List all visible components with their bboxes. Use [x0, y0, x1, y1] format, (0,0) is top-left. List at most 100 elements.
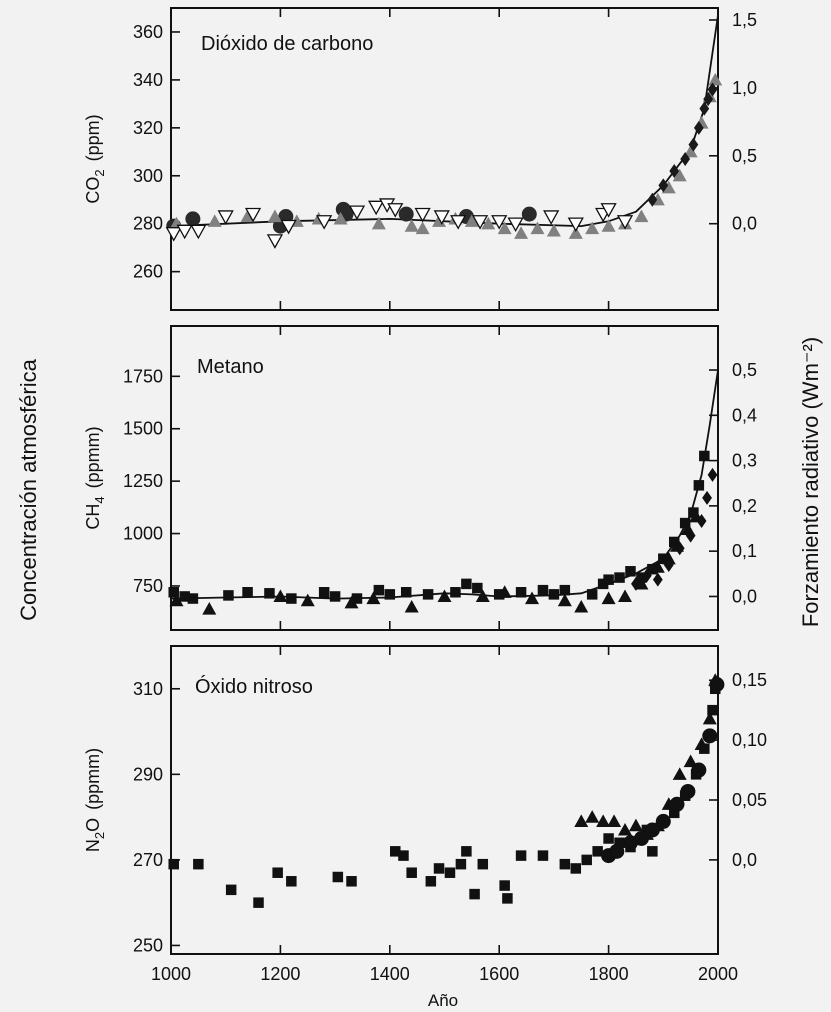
data-point-square: [461, 846, 472, 857]
data-point-triangle: [702, 711, 717, 725]
data-point-triangle: [481, 216, 496, 230]
data-point-square: [693, 480, 705, 491]
data-point-square: [537, 584, 549, 596]
data-point-triangle-down: [600, 203, 617, 218]
y-axis-label: CO2(ppm): [83, 114, 107, 203]
data-point-square: [493, 589, 505, 600]
data-point-circle: [609, 843, 625, 859]
data-point-square: [433, 863, 445, 874]
data-point-square: [668, 536, 680, 548]
data-point-square: [253, 897, 264, 908]
data-point-square: [187, 593, 199, 604]
data-point-square: [679, 517, 691, 529]
x-tick-label: 2000: [698, 964, 738, 984]
data-point-square: [699, 450, 710, 462]
data-point-square: [499, 880, 510, 891]
data-point-triangle-down: [450, 215, 467, 230]
data-point-triangle: [601, 219, 616, 232]
data-point-diamond: [652, 572, 663, 587]
data-point-triangle: [601, 591, 616, 605]
data-point-circle: [521, 206, 537, 222]
data-point-triangle: [404, 219, 419, 232]
right-tick-label: 0,1: [732, 541, 757, 561]
data-point-square: [318, 587, 330, 598]
y-tick-label: 1500: [123, 419, 163, 439]
data-point-triangle: [432, 214, 447, 227]
data-point-triangle: [683, 144, 698, 158]
data-point-triangle: [366, 591, 381, 605]
x-tick-label: 1000: [151, 964, 191, 984]
y-tick-label: 1750: [123, 366, 163, 386]
data-point-square: [272, 867, 283, 878]
data-point-square: [647, 563, 658, 575]
data-point-triangle-down: [387, 203, 404, 218]
data-point-diamond: [663, 558, 674, 573]
y-axis-label: CH4(ppmm): [83, 426, 107, 529]
data-point-square: [286, 593, 297, 604]
data-point-square: [707, 704, 718, 716]
right-tick-label: 0,5: [732, 146, 757, 166]
data-point-triangle-down: [507, 217, 524, 233]
data-point-triangle-down: [165, 227, 182, 242]
data-point-diamond: [631, 576, 641, 591]
data-point-square: [168, 858, 179, 870]
data-point-diamond: [685, 528, 696, 543]
data-point-triangle: [607, 814, 622, 827]
data-point-square: [332, 871, 344, 883]
data-point-triangle-down: [471, 215, 489, 230]
data-point-square: [223, 590, 234, 601]
data-point-square: [548, 589, 560, 600]
panel-title: Óxido nitroso: [195, 675, 313, 698]
data-point-diamond: [696, 513, 707, 528]
data-point-triangle-down: [217, 210, 234, 225]
data-point-square: [329, 591, 341, 602]
data-point-triangle: [514, 226, 529, 239]
data-point-square: [264, 588, 275, 599]
data-point-square: [570, 863, 582, 874]
data-point-square: [668, 807, 680, 819]
y-tick-label: 750: [133, 576, 163, 596]
data-point-triangle: [207, 214, 222, 227]
right-tick-label: 0,4: [732, 405, 757, 425]
y-axis-label: N2O(ppmm): [83, 748, 107, 852]
panel-3: Óxido nitroso 250 270 290 310 0,0 0,05 0,10 0,15…: [83, 645, 767, 984]
data-point-triangle: [240, 209, 255, 223]
data-point-diamond: [674, 541, 685, 556]
x-tick-label: 1800: [589, 964, 629, 984]
data-point-square: [406, 867, 417, 878]
data-point-square: [225, 884, 237, 896]
data-point-diamond: [707, 82, 718, 97]
data-point-square: [581, 854, 592, 866]
data-point-triangle: [585, 221, 600, 235]
data-point-diamond: [702, 490, 712, 505]
y-tick-label: 280: [133, 214, 163, 234]
data-point-square: [242, 587, 253, 598]
right-tick-label: 0,10: [732, 730, 767, 750]
right-tick-label: 0,2: [732, 496, 757, 516]
data-point-square: [614, 572, 625, 583]
data-point-triangle: [497, 221, 512, 235]
data-point-square: [461, 578, 472, 590]
x-axis-label: Año: [428, 991, 458, 1010]
data-point-square: [688, 507, 699, 518]
data-point-square: [384, 589, 396, 600]
data-point-circle: [398, 206, 414, 222]
data-point-triangle: [344, 595, 359, 609]
right-tick-label: 0,5: [732, 360, 757, 380]
data-point-triangle: [694, 737, 709, 750]
data-point-triangle-down: [316, 215, 333, 230]
data-point-triangle: [634, 209, 649, 223]
panel-1: Dióxido de carbono 260 280 300 320 340 360 0,0 0…: [83, 7, 757, 311]
data-point-square: [469, 888, 480, 900]
data-point-triangle-down: [280, 219, 297, 235]
data-point-triangle: [300, 593, 315, 607]
data-point-square: [444, 867, 456, 878]
x-tick-label: 1600: [479, 964, 519, 984]
data-point-square: [193, 858, 204, 870]
data-point-triangle: [267, 209, 282, 223]
data-point-circle: [680, 783, 696, 799]
panel-2: Metano 750 1000 1250 1500 1750 0,0 0,1 0,2 0,3 0,4…: [83, 325, 757, 631]
data-point-triangle: [596, 814, 611, 827]
data-point-square: [472, 582, 483, 594]
